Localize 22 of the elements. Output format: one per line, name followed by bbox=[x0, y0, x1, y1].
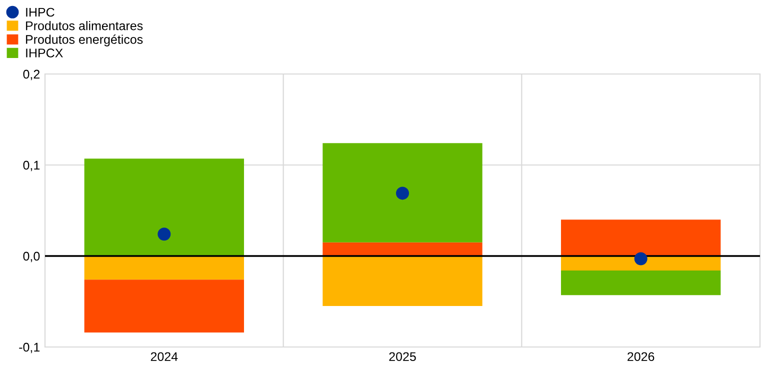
bar bbox=[560, 270, 721, 296]
bar bbox=[84, 158, 244, 256]
bar bbox=[84, 280, 244, 332]
legend-label: IHPC bbox=[26, 8, 54, 17]
bar bbox=[560, 220, 721, 256]
x-tick-label: 2026 bbox=[628, 352, 654, 362]
y-tick-label: 0,1 bbox=[23, 160, 40, 172]
y-tick-label: -0,1 bbox=[19, 342, 40, 354]
bar bbox=[322, 143, 482, 242]
x-tick-label: 2024 bbox=[150, 352, 178, 362]
legend-label: Produtos alimentares bbox=[26, 21, 143, 30]
bar bbox=[322, 242, 482, 256]
x-tick-label: 2025 bbox=[389, 352, 416, 362]
y-tick-label: 0,2 bbox=[23, 70, 40, 80]
legend-label: IHPCX bbox=[26, 48, 63, 58]
bar bbox=[84, 256, 244, 280]
bar bbox=[322, 256, 482, 306]
point bbox=[396, 186, 410, 200]
y-tick-label: 0,0 bbox=[23, 252, 40, 262]
legend-label: Produtos energéticos bbox=[26, 34, 143, 46]
point bbox=[634, 252, 648, 266]
point bbox=[158, 228, 171, 241]
